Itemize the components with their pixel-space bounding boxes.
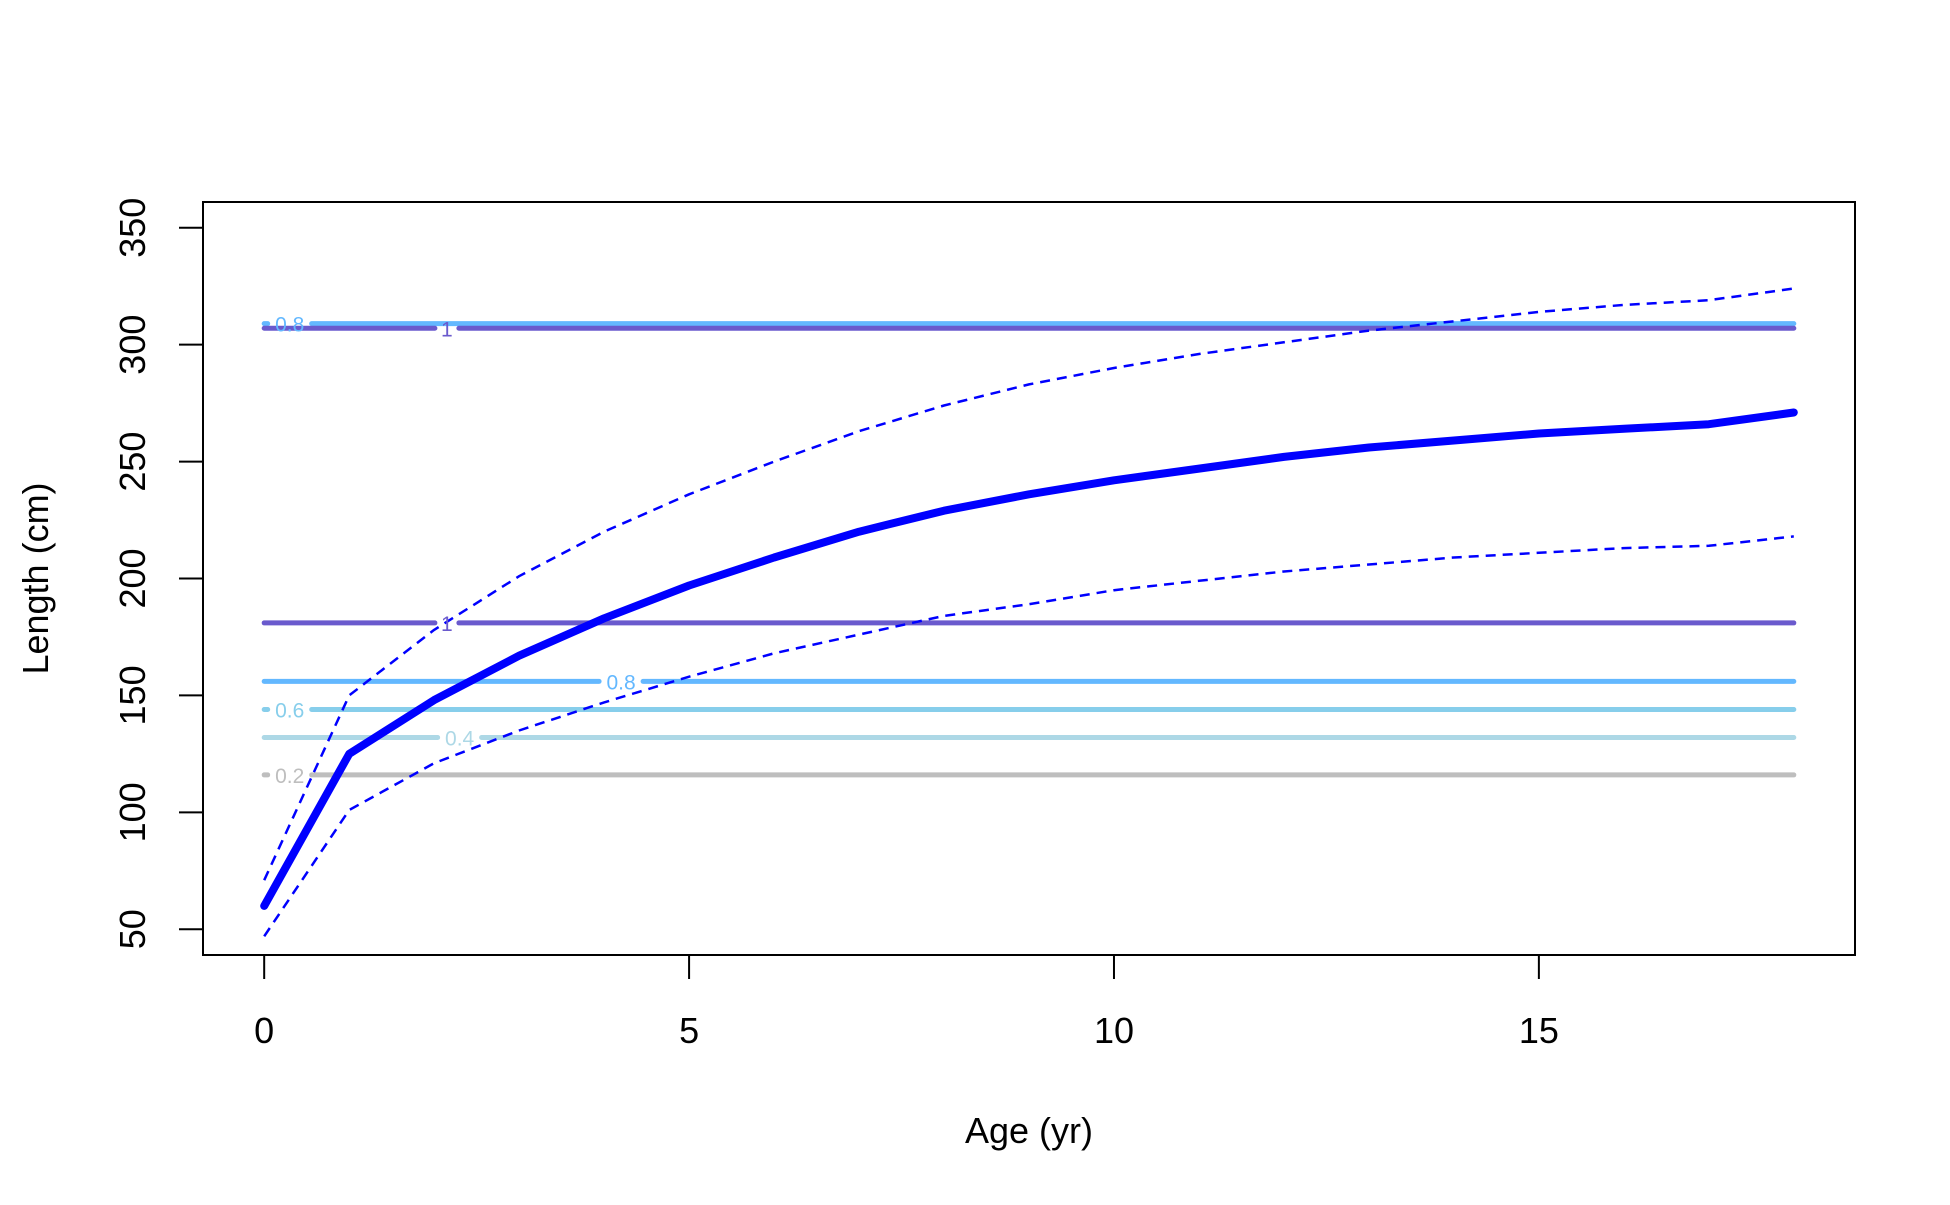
y-tick-label: 50 [112,909,153,949]
y-tick-label: 250 [112,432,153,492]
contour-label: 0.6 [275,699,304,722]
series-upper-bound-line [263,287,1794,881]
x-tick-label: 10 [1094,1010,1134,1051]
series-lower-bound-line [263,535,1794,937]
contour-label: 0.2 [275,765,304,788]
x-axis-title: Age (yr) [965,1110,1093,1151]
contour-label: 0.4 [445,728,475,751]
data-series [260,287,1798,937]
x-tick-label: 0 [254,1010,274,1051]
contour-label: 1 [441,318,453,341]
y-axis: 50 100 150 200 250 300 350 [112,198,204,949]
contour-label: 0.8 [275,314,304,337]
y-tick-label: 350 [112,198,153,258]
x-tick-label: 15 [1519,1010,1559,1051]
x-tick-label: 5 [679,1010,699,1051]
contour-lines [261,321,1797,778]
y-tick-label: 100 [112,782,153,842]
y-tick-label: 300 [112,315,153,375]
y-axis-title: Length (cm) [15,482,56,674]
x-axis: 0 5 10 15 [254,954,1559,1051]
contour-labels: 0.2 0.4 0.6 0.8 1 0.8 1 [275,314,636,788]
y-tick-label: 150 [112,665,153,725]
contour-label: 1 [441,613,453,636]
y-tick-label: 200 [112,548,153,608]
series-mean-line [260,408,1798,910]
contour-label: 0.8 [606,671,635,694]
